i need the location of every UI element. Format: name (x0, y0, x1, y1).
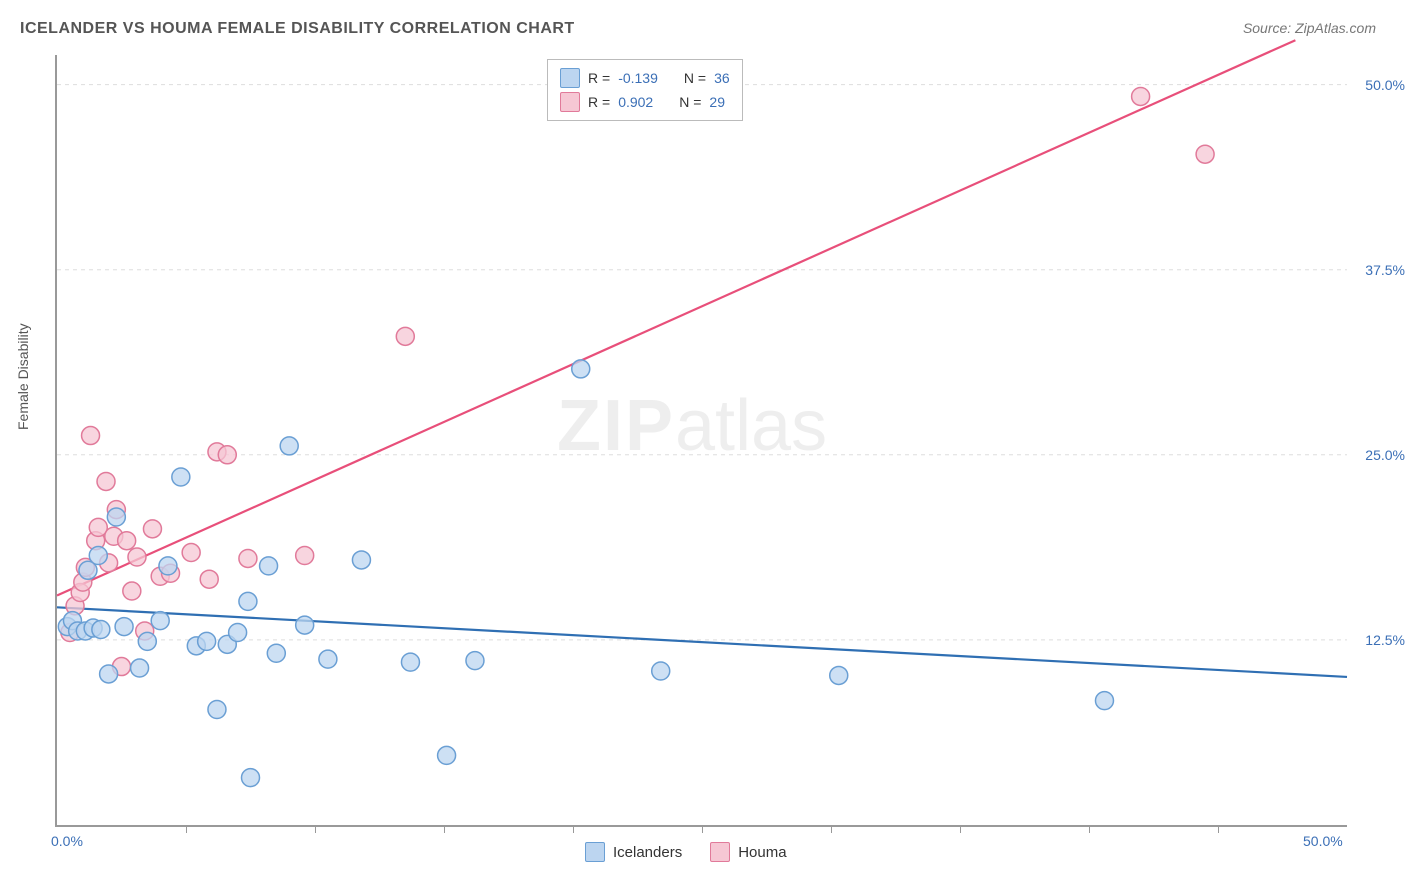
data-point (466, 652, 484, 670)
data-point (352, 551, 370, 569)
data-point (172, 468, 190, 486)
data-point (242, 769, 260, 787)
data-point (182, 544, 200, 562)
legend-item-houma: Houma (710, 842, 786, 862)
data-point (131, 659, 149, 677)
data-point (239, 592, 257, 610)
data-point (115, 618, 133, 636)
x-tick (702, 825, 703, 833)
data-point (1132, 87, 1150, 105)
legend-stats-row-icelanders: R = -0.139 N = 36 (560, 66, 730, 90)
data-point (208, 701, 226, 719)
n-value-icelanders: 36 (714, 70, 730, 86)
data-point (229, 624, 247, 642)
chart-title: ICELANDER VS HOUMA FEMALE DISABILITY COR… (20, 20, 575, 38)
data-point (200, 570, 218, 588)
data-point (123, 582, 141, 600)
plot-area: ZIPatlas 12.5%25.0%37.5%50.0%0.0%50.0% R… (55, 55, 1347, 827)
data-point (401, 653, 419, 671)
data-point (159, 557, 177, 575)
data-point (151, 612, 169, 630)
x-tick (1089, 825, 1090, 833)
legend-swatch-icelanders (560, 68, 580, 88)
data-point (652, 662, 670, 680)
r-value-icelanders: -0.139 (618, 70, 658, 86)
data-point (128, 548, 146, 566)
data-point (118, 532, 136, 550)
data-point (100, 665, 118, 683)
legend-label-icelanders: Icelanders (613, 844, 682, 861)
legend-swatch-houma (710, 842, 730, 862)
x-tick (444, 825, 445, 833)
x-tick (186, 825, 187, 833)
data-point (260, 557, 278, 575)
n-label: N = (684, 70, 706, 86)
r-label: R = (588, 94, 610, 110)
y-tick-label: 25.0% (1365, 447, 1405, 463)
r-value-houma: 0.902 (618, 94, 653, 110)
data-point (1095, 692, 1113, 710)
r-label: R = (588, 70, 610, 86)
x-tick-label: 50.0% (1303, 833, 1343, 849)
legend-stats: R = -0.139 N = 36 R = 0.902 N = 29 (547, 59, 743, 121)
data-point (319, 650, 337, 668)
data-point (239, 549, 257, 567)
y-tick-label: 37.5% (1365, 262, 1405, 278)
source-attribution: Source: ZipAtlas.com (1243, 20, 1376, 36)
data-point (218, 446, 236, 464)
data-point (267, 644, 285, 662)
legend-item-icelanders: Icelanders (585, 842, 682, 862)
x-tick (960, 825, 961, 833)
data-point (280, 437, 298, 455)
data-point (97, 472, 115, 490)
data-point (143, 520, 161, 538)
legend-stats-row-houma: R = 0.902 N = 29 (560, 90, 730, 114)
data-point (89, 547, 107, 565)
data-point (296, 616, 314, 634)
x-tick (831, 825, 832, 833)
y-tick-label: 50.0% (1365, 77, 1405, 93)
data-point (438, 746, 456, 764)
n-label: N = (679, 94, 701, 110)
x-tick (573, 825, 574, 833)
data-point (138, 632, 156, 650)
legend-label-houma: Houma (738, 844, 786, 861)
data-point (830, 666, 848, 684)
data-point (92, 621, 110, 639)
data-point (1196, 145, 1214, 163)
y-axis-title: Female Disability (15, 323, 31, 430)
data-point (296, 547, 314, 565)
x-tick (315, 825, 316, 833)
data-point (572, 360, 590, 378)
regression-line (57, 607, 1347, 677)
legend-series: Icelanders Houma (585, 842, 787, 862)
data-point (82, 427, 100, 445)
y-tick-label: 12.5% (1365, 632, 1405, 648)
legend-swatch-icelanders (585, 842, 605, 862)
data-point (198, 632, 216, 650)
x-tick (1218, 825, 1219, 833)
regression-line (57, 40, 1295, 595)
data-point (396, 327, 414, 345)
data-point (107, 508, 125, 526)
scatter-svg (57, 55, 1347, 825)
x-tick-label: 0.0% (51, 833, 83, 849)
n-value-houma: 29 (709, 94, 725, 110)
legend-swatch-houma (560, 92, 580, 112)
